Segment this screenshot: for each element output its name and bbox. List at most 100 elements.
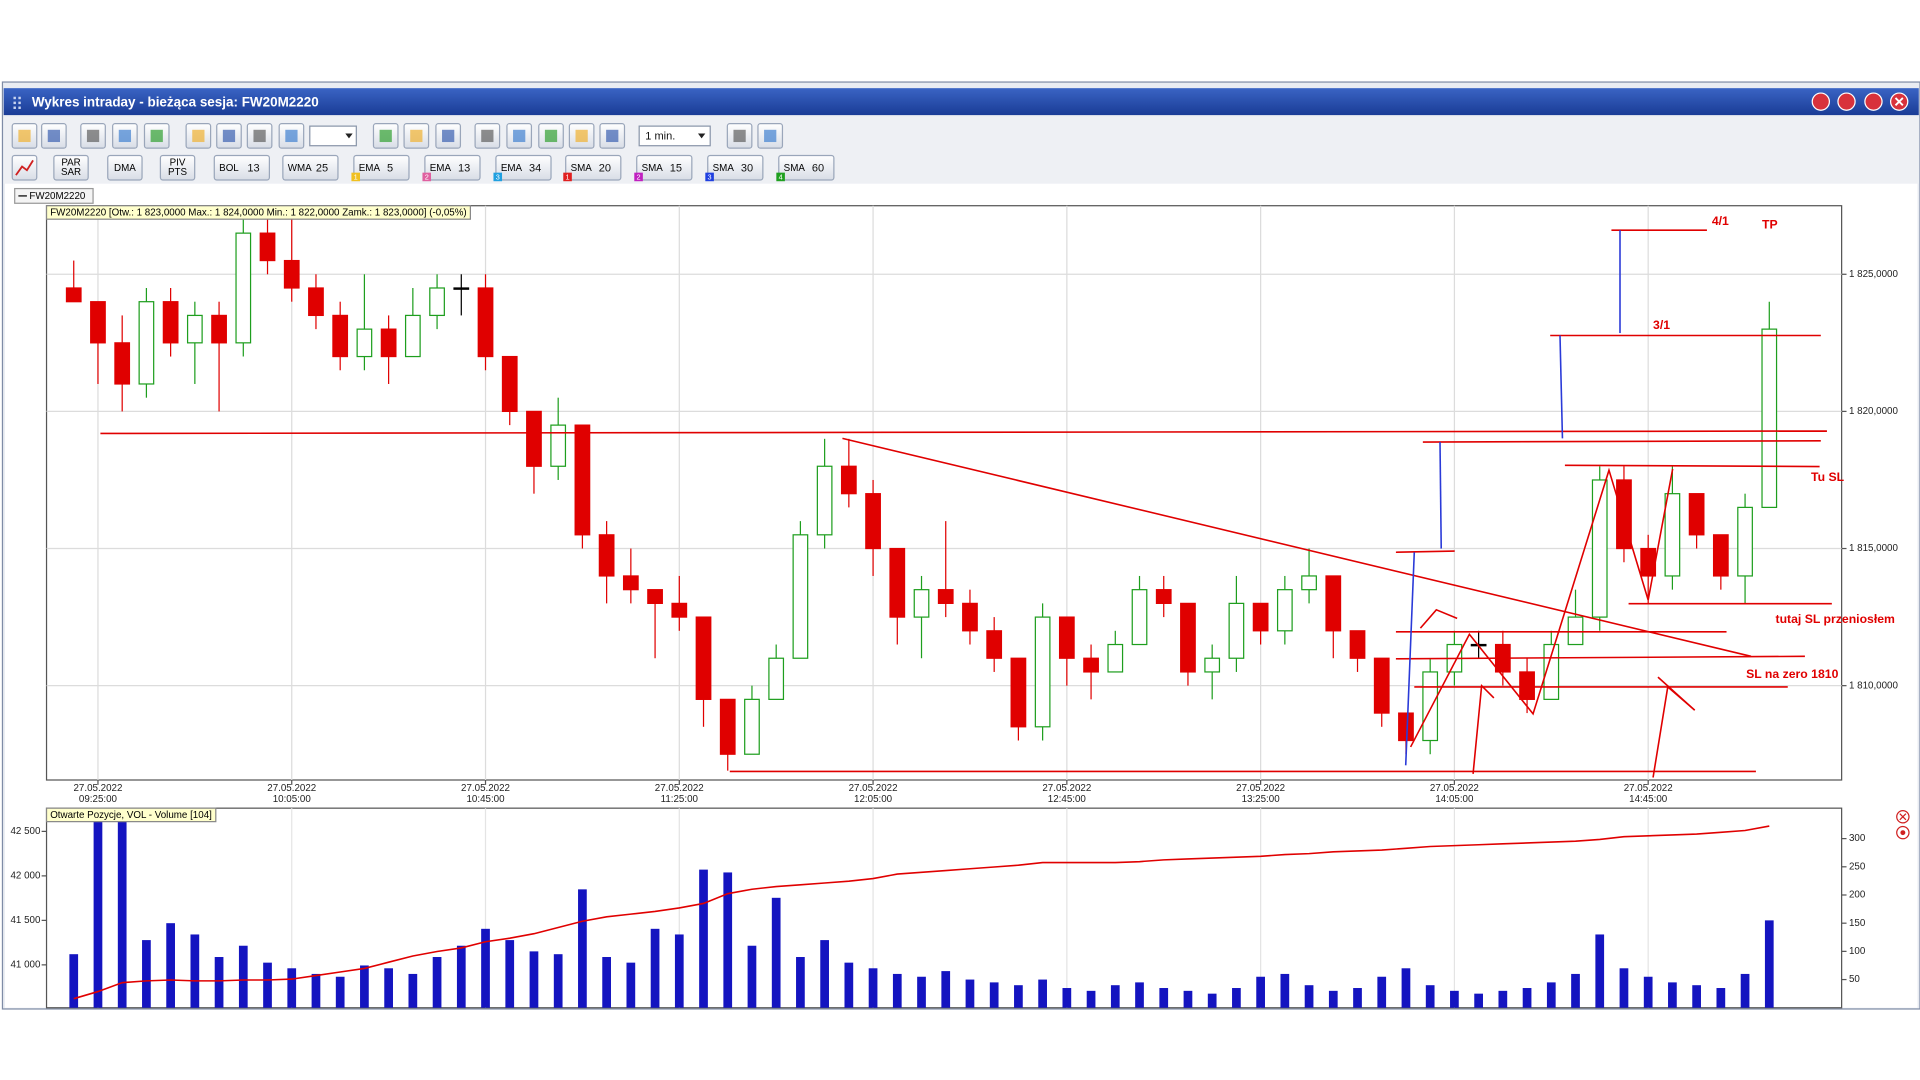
indicator-toggle[interactable]: [282, 154, 339, 181]
indicator-param: 20: [599, 162, 611, 174]
candle-body: [1664, 493, 1681, 577]
info-text: FW20M2220 [Otw.: 1 823,0000 Max.: 1 824,…: [50, 208, 467, 219]
panel-settings-glyph: [1900, 830, 1906, 836]
tool-icon: [442, 129, 455, 143]
candle-body: [1155, 589, 1172, 604]
combo-box[interactable]: [309, 125, 357, 147]
maximize-button[interactable]: [1864, 92, 1883, 111]
candle-body: [1519, 671, 1535, 700]
indicator-param: 13: [458, 162, 470, 174]
x-tick-label: 12:45:00: [1048, 794, 1087, 805]
minimize-button[interactable]: [1837, 92, 1856, 111]
indicator-name: SMA: [642, 163, 664, 174]
volume-bar: [1280, 973, 1290, 1008]
indicator-toggle[interactable]: [424, 154, 481, 181]
annotation: tutaj SL przeniosłem: [1776, 612, 1896, 626]
candle-body: [1398, 712, 1414, 742]
candle-body: [404, 314, 421, 358]
tool-icon: [253, 129, 266, 143]
indicator-toggle[interactable]: [707, 154, 764, 181]
volume-bar: [311, 973, 321, 1008]
indicator-badge-text: 4: [779, 172, 783, 181]
tool-icon: [285, 129, 298, 143]
indicator-badge-text: 3: [708, 172, 712, 181]
volume-bar: [1256, 976, 1265, 1008]
tool-icon: [222, 129, 236, 143]
candle-body: [1058, 616, 1075, 659]
settings-button[interactable]: [1811, 92, 1830, 111]
volume-bar: [1401, 968, 1411, 1008]
volume-bar: [650, 928, 660, 1008]
candle-body: [1010, 657, 1027, 728]
indicator-param: 60: [812, 162, 824, 174]
x-tick-label: 09:25:00: [79, 794, 118, 805]
indicator-badge: [776, 172, 785, 182]
indicator-button[interactable]: [53, 154, 89, 181]
x-tick-label: 27.05.2022: [1430, 783, 1479, 794]
indicator-toggle[interactable]: [495, 154, 552, 181]
indicator-param: 30: [741, 162, 753, 174]
volume-bar: [360, 965, 369, 1008]
annotation: Tu SL: [1811, 470, 1845, 484]
tool-icon: [513, 129, 526, 143]
tool-icon: [379, 129, 392, 143]
candle-body: [792, 534, 809, 659]
panel-buttons[interactable]: [1896, 810, 1910, 840]
volume-bar: [1522, 988, 1532, 1008]
volume-bar: [529, 951, 539, 1008]
candle-body: [65, 287, 82, 303]
indicator-name: EMA: [501, 163, 523, 174]
indicator-button[interactable]: [159, 154, 196, 181]
tool-icon: [86, 129, 100, 143]
candle-body: [1737, 506, 1753, 577]
y-tick-label: 1 810,0000: [1849, 680, 1899, 691]
candle-body: [1180, 602, 1196, 673]
indicator-toggle[interactable]: [778, 154, 835, 181]
legend-tab[interactable]: [14, 187, 94, 204]
x-tick-label: 27.05.2022: [73, 783, 122, 794]
volume-bar: [1014, 985, 1023, 1008]
indicator-toggle[interactable]: [636, 154, 693, 181]
tool-icon: [733, 129, 746, 143]
volume-bar: [1474, 993, 1483, 1008]
indicator-button-text: PAR: [61, 157, 80, 168]
candle-body: [695, 616, 712, 700]
volume-marks: [69, 808, 1774, 1008]
volume-bar: [1110, 985, 1120, 1008]
volume-bar: [1159, 988, 1169, 1008]
volume-bar: [117, 821, 127, 1008]
candle-body: [162, 301, 179, 344]
indicator-toggle[interactable]: [213, 154, 270, 181]
indicator-button[interactable]: [107, 154, 143, 181]
candle-body: [1083, 657, 1099, 673]
candle-body: [477, 287, 494, 358]
window-buttons[interactable]: [1811, 92, 1909, 111]
volume-bar: [1546, 982, 1556, 1008]
volume-bar: [723, 872, 733, 1008]
candle-body: [283, 259, 300, 289]
indicator-button-text: PIV: [170, 157, 186, 168]
candle-body: [574, 424, 591, 536]
x-tick-label: 27.05.2022: [461, 783, 510, 794]
candle-body: [453, 287, 470, 290]
title-bar: [3, 88, 1919, 116]
indicator-badge: [705, 172, 714, 182]
tool-icon: [410, 129, 423, 143]
window-title: Wykres intraday - bieżąca sesja: FW20M22…: [32, 94, 319, 109]
candle-body: [1349, 630, 1366, 659]
candle-body: [913, 589, 930, 618]
tool-icon: [575, 129, 588, 143]
volume-bar: [335, 976, 345, 1008]
indicator-toggle[interactable]: [565, 154, 622, 181]
indicator-button-text: PTS: [168, 167, 187, 178]
legend-text: FW20M2220: [29, 191, 86, 202]
volume-bar: [287, 968, 297, 1008]
interval-box[interactable]: [638, 125, 711, 147]
indicator-param: 15: [670, 162, 682, 174]
candle-body: [622, 575, 639, 591]
candle-body: [1131, 589, 1148, 646]
indicator-toggle[interactable]: [353, 154, 410, 181]
indicator-button-text: DMA: [114, 163, 136, 174]
volume-bar: [844, 962, 854, 1008]
